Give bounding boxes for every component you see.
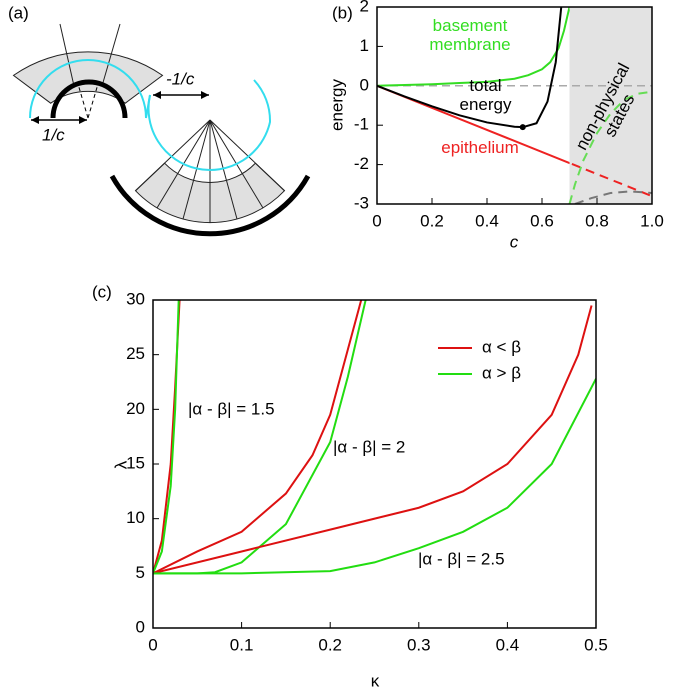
x-tick-label: 0 (372, 211, 381, 230)
series-line (153, 300, 181, 574)
y-tick-label: 0 (360, 75, 369, 94)
x-tick-label: 0 (148, 635, 157, 654)
series-line-dashed (574, 190, 652, 204)
plot-frame (376, 6, 653, 205)
series-line (153, 305, 593, 575)
x-tick-label: 0.2 (318, 635, 342, 654)
y-tick-label: 30 (126, 289, 145, 308)
cyan-arc (147, 79, 272, 171)
y-tick-label: 0 (136, 617, 145, 636)
y-tick-label: 20 (126, 399, 145, 418)
series-line (377, 7, 570, 87)
y-tick-label: 25 (126, 344, 145, 363)
y-tick-label: -3 (354, 193, 369, 212)
diagram-label: -1/c (166, 69, 195, 88)
series-line (153, 300, 180, 574)
x-tick-label: 0.1 (230, 635, 254, 654)
fan-line (59, 23, 75, 87)
y-tick-label: 2 (360, 0, 369, 15)
annotation: |α - β| = 2.5 (418, 549, 505, 568)
x-tick-label: 0.4 (475, 211, 499, 230)
x-axis-label: κ (371, 671, 380, 690)
series-line (377, 7, 563, 129)
x-tick-label: 1.0 (640, 211, 664, 230)
y-tick-label: 15 (126, 453, 145, 472)
annotation: |α - β| = 1.5 (188, 399, 275, 418)
fan-line (101, 23, 121, 87)
x-tick-label: 0.3 (407, 635, 431, 654)
series-label: epithelium (441, 138, 519, 157)
plot: 0 0.2 0.4 0.6 0.8 1.0 -3 -2 -1 0 1 2 c energy (b) (327, 0, 663, 251)
fan (12, 51, 164, 104)
y-tick-label: 10 (126, 508, 145, 527)
plot-frame (152, 299, 597, 629)
x-tick-label: 0.8 (585, 211, 609, 230)
marker (519, 124, 526, 131)
panel-label: (c) (92, 282, 112, 301)
x-axis-label: c (510, 232, 519, 251)
series-line (377, 84, 570, 165)
plot: 0 0.1 0.2 0.3 0.4 0.5 0 5 10 15 20 25 30 α < β α > β |α… (92, 282, 608, 690)
x-tick-label: 0.5 (584, 635, 608, 654)
thick-arc (109, 174, 311, 237)
y-tick-label: -1 (354, 115, 369, 134)
x-tick-label: 0.2 (420, 211, 444, 230)
y-axis-label: λ (111, 460, 130, 469)
legend-label: α > β (482, 363, 521, 382)
y-tick-label: -2 (354, 154, 369, 173)
cyan-arc (29, 59, 151, 119)
y-tick-label: 5 (136, 563, 145, 582)
series-label: basement membrane (429, 16, 511, 54)
series-line (153, 300, 363, 575)
x-tick-label: 0.4 (496, 635, 520, 654)
diagram: (a) 1/c -1/c (8, 3, 311, 237)
dashed-line (77, 83, 89, 119)
diagram-label: 1/c (42, 125, 65, 144)
series-line (153, 378, 596, 575)
series-label: total energy (459, 76, 512, 114)
y-axis-label: energy (327, 79, 346, 131)
x-tick-label: 0.6 (530, 211, 554, 230)
panel-label: (b) (332, 3, 353, 22)
y-tick-label: 1 (360, 36, 369, 55)
panel-label: (a) (8, 3, 29, 22)
thick-arc (50, 79, 128, 119)
annotation: |α - β| = 2 (333, 437, 405, 456)
shaded-region (569, 7, 652, 204)
dashed-line (87, 83, 99, 119)
legend-label: α < β (482, 337, 521, 356)
